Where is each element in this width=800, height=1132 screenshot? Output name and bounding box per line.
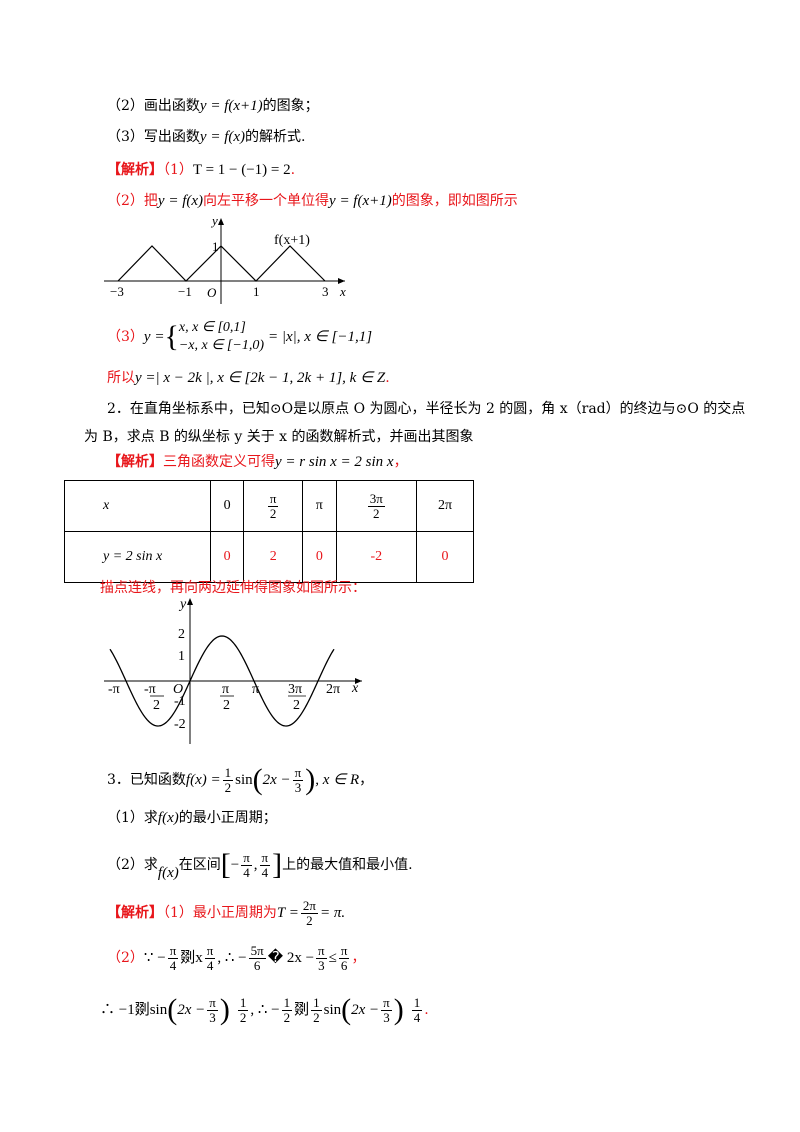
sol1-part1: 【解析】（1）T = 1 − (−1) = 2. [107,162,296,178]
sol2-after-table: 描点连线，再向两边延伸得图象如图所示： [100,580,366,596]
graph2-xtick-2pi: 2π [326,682,340,697]
graph2-xtick-halfpi-den: 2 [223,698,230,713]
graph-f-x-plus-1: y x O 1 f(x+1) −3 −1 1 3 [104,214,346,304]
table-cell: 2 [243,531,304,583]
graph1-tick-neg3: −3 [110,284,124,299]
q2-line2: 为 B，求点 B 的纵坐标 y 关于 x 的函数解析式，并画出其图象 [84,429,474,445]
q3-stem: 3．已知函数f(x) = 1 2 sin(2x − π 3), x ∈ R， [107,763,374,796]
sol3-part1: 【解析】（1）最小正周期为T = 2π 2 = π. [107,897,346,928]
table-cell: -2 [335,531,417,583]
graph2-x-label: x [351,681,359,696]
graph2-ytick-1: 1 [178,649,185,664]
graph2-xtick-negpi: -π [108,682,120,697]
graph-2sinx: y x O 2 1 -1 -2 -π -π 2 π 2 π 3π 2 2π [104,597,362,744]
sol3-part3: ∴ −1剟sin(2x − π 3) 1 2, ∴ −1 2 剟 1 2 sin(2x − π 3) 1… [100,993,429,1026]
graph2-ytick-neg2: -2 [174,717,186,732]
table-cell: 0 [415,531,475,583]
graph2-xtick-neghalfpi-den: 2 [153,698,160,713]
table-cell: π [302,480,337,532]
graph2-ytick-2: 2 [178,627,185,642]
graph1-tick-1: 1 [253,284,260,299]
table-cell: 0 [209,531,245,583]
table-cell: y = 2 sin x [64,531,211,583]
graph2-y-label: y [178,597,187,612]
graph2-xtick-3halfpi-den: 2 [293,698,300,713]
graph2-xtick-halfpi-num: π [222,682,229,697]
q3-part2: （2）求f(x)在区间[− π 4, π 4]上的最大值和最小值. [107,848,413,882]
graph1-x-label: x [339,284,346,299]
table-cell: 0 [302,531,337,583]
table-cell: 2π [415,480,475,532]
sol1-part4: 所以y =| x − 2k |, x ∈ [2k − 1, 2k + 1], k… [107,370,390,386]
q1-part3: （3）写出函数y = f(x)的解析式. [107,129,306,145]
q3-part1: （1）求f(x)的最小正周期； [107,810,277,826]
q1-part2: （2）画出函数y = f(x+1)的图象； [107,98,319,114]
graph1-origin: O [207,285,217,300]
graph1-tick-3: 3 [322,284,329,299]
sol3-part2: （2）∵ − π 4 剟x π 4, ∴ −5π 6 � 2x − π 3 ≤ π 6， [107,942,366,973]
sine-curve [109,635,335,727]
table-cell: 3π 2 [335,480,417,532]
sol1-part3: （3）y ={x, x ∈ [0,1] −x, x ∈ [−1,0) = |x|, … [107,320,373,353]
graph1-curve-label: f(x+1) [274,233,310,248]
graph2-origin: O [173,682,183,697]
sol1-part2: （2）把y = f(x)向左平移一个单位得y = f(x+1)的图象，即如图所示 [107,193,518,209]
graph1-tick-neg1: −1 [178,284,192,299]
graph2-xtick-neghalfpi-num: -π [144,682,156,697]
table-cell: 0 [209,480,245,532]
graph2-xtick-pi: π [252,682,259,697]
graph1-y-tick: 1 [212,239,219,254]
sol2-text: 【解析】三角函数定义可得y = r sin x = 2 sin x， [107,454,408,470]
graph1-y-label: y [210,214,218,228]
graph2-xtick-3halfpi-num: 3π [288,682,302,697]
table-cell: x [64,480,211,532]
graph2-ytick-neg1: -1 [174,694,186,709]
q2-line1: 2．在直角坐标系中，已知⊙O是以原点 O 为圆心，半径长为 2 的圆，角 x（r… [107,401,746,417]
table-row: y = 2 sin x 0 2 0 -2 0 [64,531,475,583]
